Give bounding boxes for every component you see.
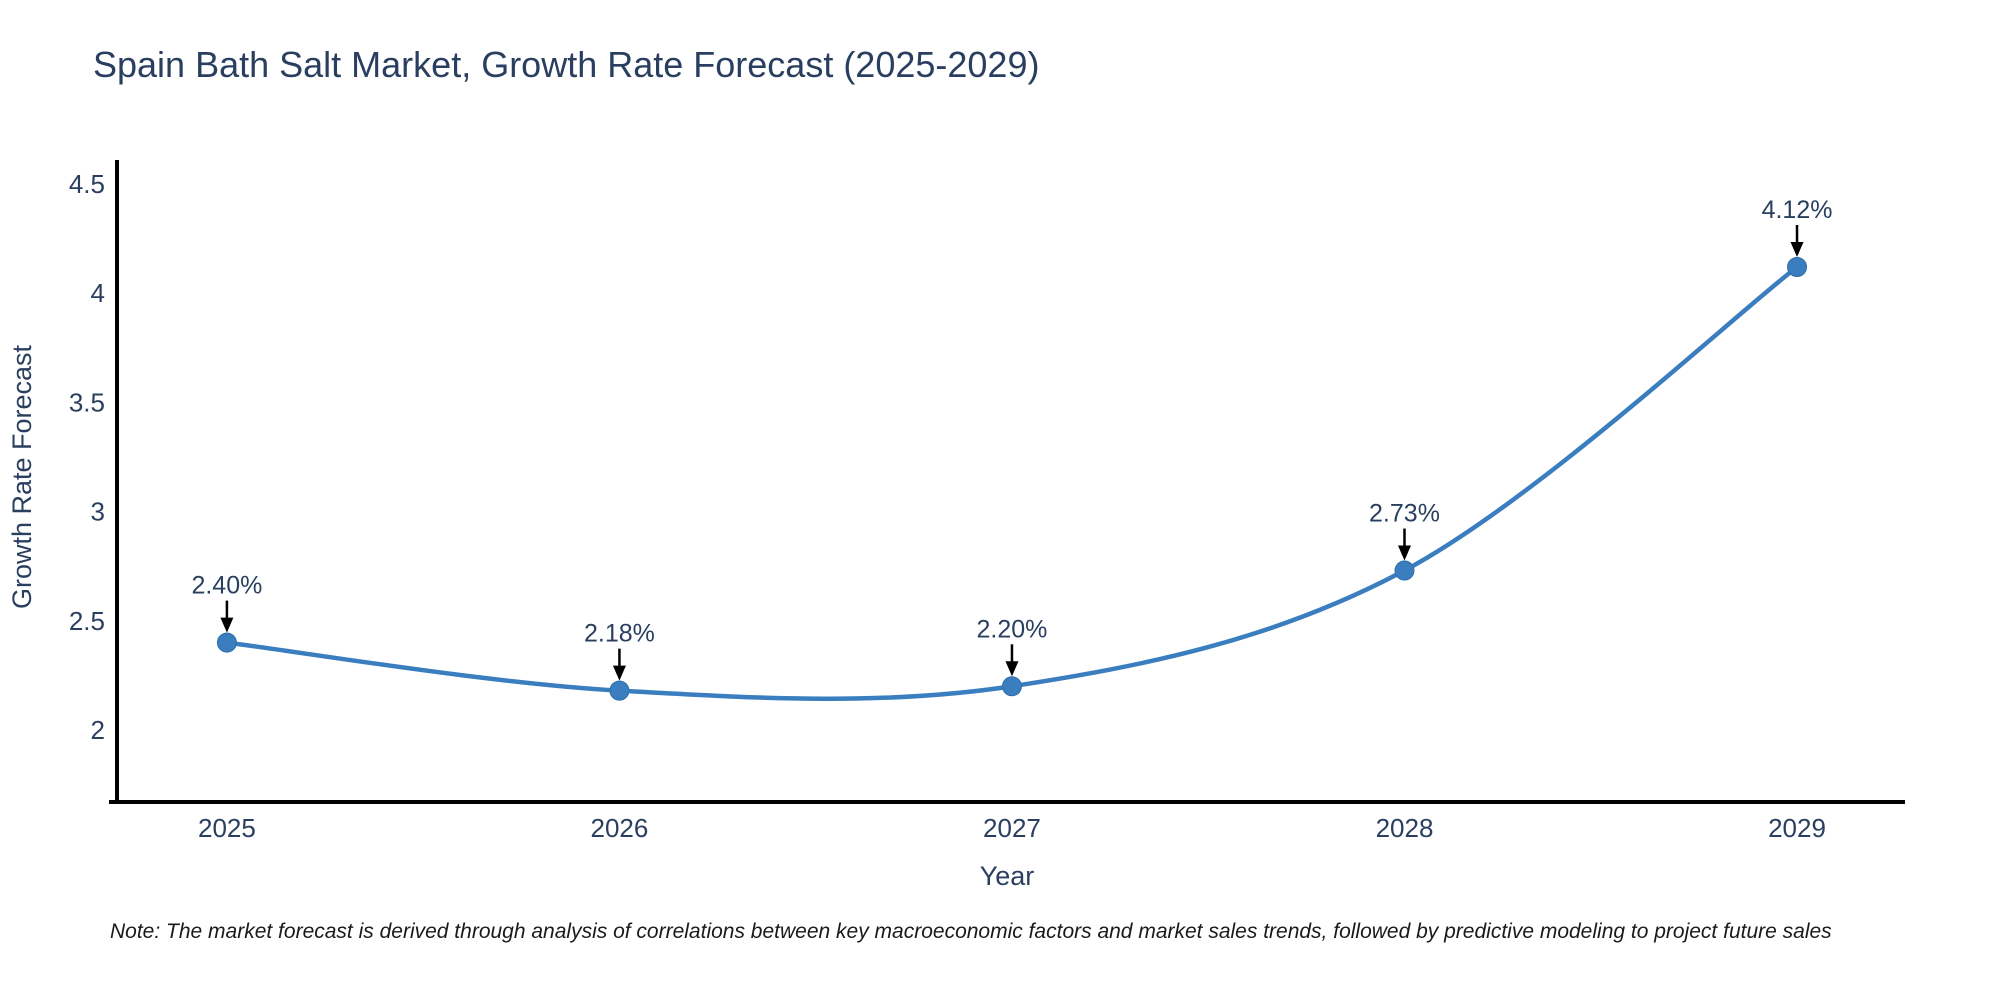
data-point-marker: [609, 680, 630, 701]
data-point-marker: [216, 632, 237, 653]
y-tick-label: 4.5: [69, 169, 105, 199]
annotation-arrow-head: [1397, 545, 1411, 561]
x-tick-label: 2025: [198, 813, 256, 843]
annotation-label: 2.73%: [1369, 500, 1440, 528]
y-tick-label: 3: [91, 497, 105, 527]
x-axis-title: Year: [979, 861, 1035, 891]
chart-title: Spain Bath Salt Market, Growth Rate Fore…: [93, 44, 1040, 85]
annotation-label: 2.40%: [191, 572, 262, 600]
annotation-label: 4.12%: [1762, 196, 1833, 224]
line-series: [224, 264, 1800, 701]
annotation-label: 2.18%: [584, 620, 655, 648]
annotation-arrow-head: [612, 665, 626, 681]
annotation-arrow-head: [1005, 661, 1019, 677]
x-tick-label: 2029: [1768, 813, 1826, 843]
data-point-marker: [1001, 676, 1022, 697]
data-point-marker: [1787, 257, 1808, 277]
annotation-arrow-head: [1790, 242, 1804, 257]
data-point-marker: [1394, 560, 1415, 581]
x-tick-label: 2028: [1376, 813, 1434, 843]
footnote: Note: The market forecast is derived thr…: [110, 920, 1832, 943]
y-tick-label: 3.5: [69, 387, 105, 417]
y-tick-label: 2.5: [69, 606, 105, 636]
y-tick-label: 4: [91, 278, 105, 308]
annotation-label: 2.20%: [977, 615, 1048, 643]
annotation-arrow-head: [220, 617, 234, 633]
y-tick-label: 2: [91, 715, 105, 745]
x-tick-label: 2026: [591, 813, 649, 843]
x-tick-label: 2027: [983, 813, 1041, 843]
